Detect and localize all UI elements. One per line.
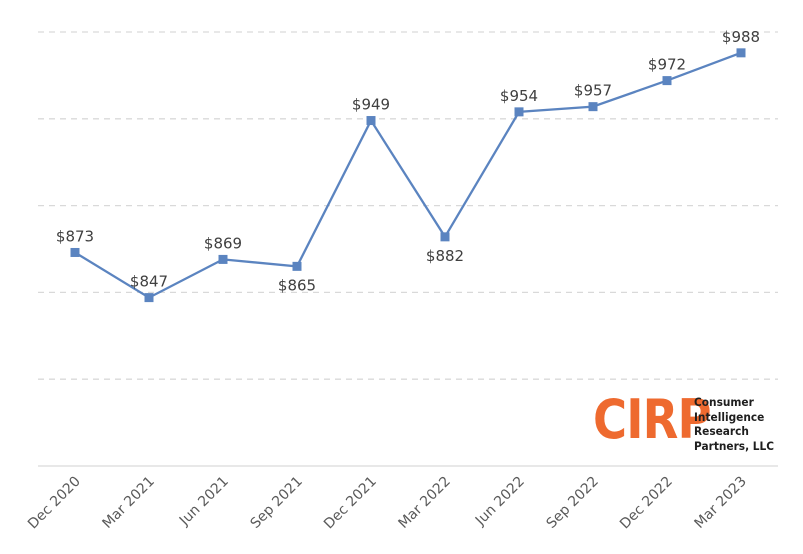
x-tick-label: Dec 2021	[321, 474, 380, 533]
data-point-marker	[440, 232, 450, 242]
data-point-marker	[514, 107, 524, 117]
data-point-marker	[588, 102, 598, 112]
logo-line-1: Consumer	[694, 395, 754, 409]
x-tick-label: Dec 2022	[617, 474, 676, 533]
x-tick-label: Mar 2023	[691, 474, 749, 532]
data-label: $847	[130, 273, 168, 291]
x-tick-label: Jun 2022	[472, 474, 528, 530]
data-point-marker	[70, 247, 80, 257]
logo-line-3: Research	[694, 424, 749, 438]
data-point-marker	[736, 48, 746, 58]
data-points	[70, 48, 746, 303]
data-labels: $873 $847 $869 $865 $949 $882 $954 $957 $972 $988	[56, 28, 760, 295]
cirp-logo-mark: CIRP	[593, 388, 712, 451]
series-line	[74, 51, 742, 299]
x-tick-label: Mar 2021	[99, 474, 157, 532]
data-label: $873	[56, 227, 94, 245]
x-tick-label: Jun 2021	[176, 474, 232, 530]
x-tick-label: Sep 2021	[248, 474, 306, 532]
data-label: $972	[648, 56, 686, 74]
data-point-marker	[292, 261, 302, 271]
data-label: $957	[574, 82, 612, 100]
x-tick-label: Dec 2020	[25, 474, 84, 533]
cirp-logo-text: Consumer Intelligence Research Partners,…	[694, 395, 774, 453]
cirp-logo: CIRP Consumer Intelligence Research Part…	[593, 389, 783, 457]
x-tick-label: Mar 2022	[395, 474, 453, 532]
data-label: $988	[722, 28, 760, 46]
data-label: $865	[278, 276, 316, 294]
data-label: $949	[352, 96, 390, 114]
data-label: $954	[500, 87, 538, 105]
x-tick-label: Sep 2022	[544, 474, 602, 532]
data-label: $869	[204, 234, 242, 252]
data-point-marker	[366, 116, 376, 126]
data-point-marker	[144, 293, 154, 303]
data-label: $882	[426, 247, 464, 265]
data-point-marker	[662, 76, 672, 86]
logo-line-4: Partners, LLC	[694, 438, 775, 453]
x-tick-labels: Dec 2020 Mar 2021 Jun 2021 Sep 2021 Dec 2021…	[25, 474, 750, 533]
data-point-marker	[218, 254, 228, 264]
logo-line-2: Intelligence	[694, 409, 765, 424]
